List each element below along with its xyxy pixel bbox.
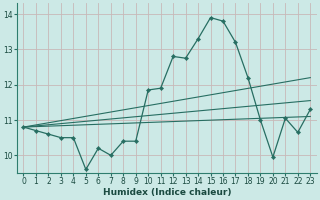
X-axis label: Humidex (Indice chaleur): Humidex (Indice chaleur) [103,188,231,197]
